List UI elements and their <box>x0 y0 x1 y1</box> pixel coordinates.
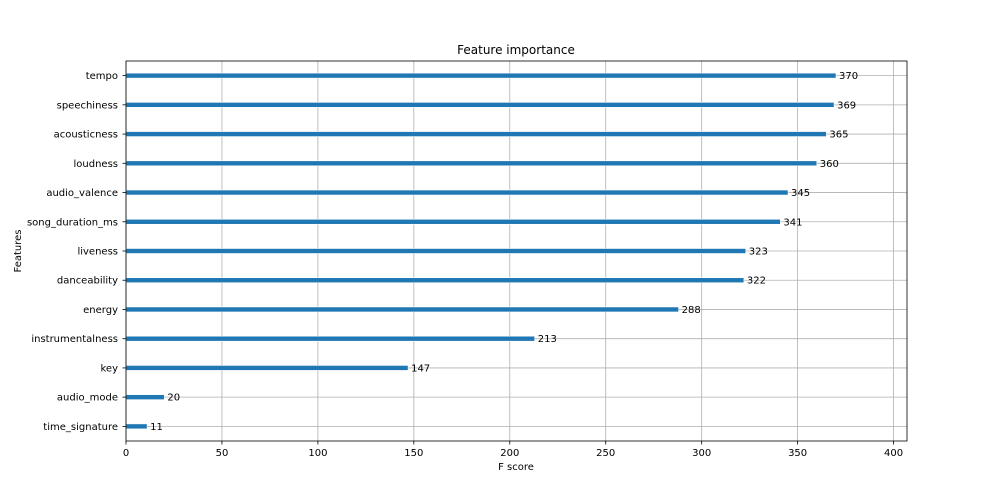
y-tick-label: danceability <box>57 276 118 287</box>
y-axis-label: Features <box>13 230 24 273</box>
data-label: 213 <box>538 334 557 345</box>
bar-time_signature <box>125 423 148 430</box>
x-axis-label: F score <box>498 462 534 473</box>
bar-acousticness <box>125 131 827 137</box>
y-tick-label: time_signature <box>43 422 118 433</box>
data-label: 370 <box>839 71 858 82</box>
x-tick-label: 300 <box>692 448 711 459</box>
x-tick-label: 400 <box>884 448 903 459</box>
x-tick-label: 50 <box>216 448 229 459</box>
data-label: 20 <box>167 393 180 404</box>
data-label: 288 <box>682 305 701 316</box>
y-tick-label: audio_mode <box>57 393 118 404</box>
y-tick-label: speechiness <box>57 100 118 111</box>
data-label: 322 <box>747 276 766 287</box>
bar-layer <box>125 72 837 430</box>
x-tick-label: 250 <box>596 448 615 459</box>
bar-song_duration_ms <box>125 218 781 225</box>
bar-loudness <box>125 160 818 167</box>
bar-speechiness <box>125 102 835 108</box>
bar-danceability <box>125 277 745 284</box>
y-tick-label: song_duration_ms <box>27 217 118 228</box>
y-axis-ticks: tempo speechiness acousticness loudness audi… <box>27 71 126 433</box>
x-tick-label: 350 <box>788 448 807 459</box>
y-tick-label: acousticness <box>54 130 118 141</box>
bar-energy <box>125 306 679 313</box>
y-tick-label: energy <box>83 305 118 316</box>
bar-key <box>125 365 409 371</box>
data-label: 360 <box>820 159 839 170</box>
data-label: 365 <box>829 130 848 141</box>
data-label: 341 <box>783 217 802 228</box>
bar-instrumentalness <box>125 335 536 342</box>
data-label: 147 <box>411 363 430 374</box>
chart-title: Feature importance <box>457 43 575 57</box>
bar-audio_mode <box>125 394 165 400</box>
x-tick-label: 200 <box>500 448 519 459</box>
bar-liveness <box>125 248 747 254</box>
y-tick-label: tempo <box>86 71 118 82</box>
data-label: 323 <box>749 247 768 258</box>
y-tick-label: liveness <box>77 247 118 258</box>
x-axis-ticks: 0 50 100 150 200 250 300 350 400 <box>123 441 903 459</box>
data-label: 11 <box>150 422 163 433</box>
y-tick-label: instrumentalness <box>31 334 118 345</box>
data-label: 345 <box>791 188 810 199</box>
bar-tempo <box>125 72 837 79</box>
data-labels: 370 369 365 360 345 341 323 322 288 213 147 20 11 <box>150 71 858 433</box>
x-tick-label: 0 <box>123 448 129 459</box>
y-tick-label: loudness <box>74 159 119 170</box>
y-tick-label: key <box>100 363 118 374</box>
x-tick-label: 100 <box>308 448 327 459</box>
y-tick-label: audio_valence <box>46 188 118 199</box>
x-tick-label: 150 <box>404 448 423 459</box>
data-label: 369 <box>837 100 856 111</box>
bar-audio_valence <box>125 189 789 196</box>
